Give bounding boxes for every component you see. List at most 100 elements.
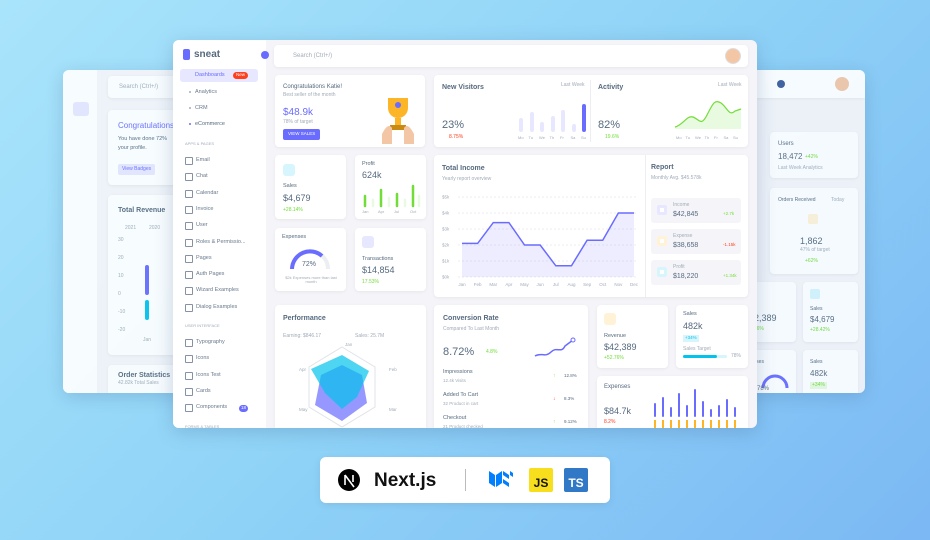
back-congrats-text2: your profile. bbox=[118, 145, 147, 151]
nav-subitem[interactable]: Analytics bbox=[195, 89, 218, 95]
visitor-bar bbox=[519, 118, 523, 132]
visitor-bar bbox=[540, 122, 544, 132]
y-tick-label: $2k bbox=[442, 243, 450, 248]
back-users-note: Last Week Analytics bbox=[778, 165, 823, 171]
nav-item[interactable]: Pages bbox=[196, 254, 212, 261]
nav-subitem[interactable]: CRM bbox=[195, 105, 208, 111]
nav-item[interactable]: Roles & Permissio... bbox=[196, 238, 246, 245]
report-icon bbox=[657, 267, 667, 277]
nav-item[interactable]: Dashboards bbox=[195, 72, 225, 78]
activity-change: 19.6% bbox=[605, 134, 620, 140]
back-orders-title: Order Statistics bbox=[118, 372, 171, 379]
nav-icon bbox=[185, 371, 193, 380]
congrats-note: 78% of target bbox=[283, 119, 313, 125]
back-orders-note: 47% of target bbox=[800, 247, 830, 253]
nav-item[interactable]: Email bbox=[196, 157, 210, 163]
sales-target-label: Sales Target bbox=[683, 346, 711, 352]
x-tick-label: Dec bbox=[630, 282, 639, 287]
orders-icon bbox=[808, 214, 818, 224]
nav-item[interactable]: Icons bbox=[196, 355, 210, 362]
back-tick-label: 30 bbox=[118, 237, 124, 243]
report-change: -1.15k bbox=[723, 242, 736, 247]
back-badges-button[interactable]: View Badges bbox=[118, 164, 156, 175]
nav-icon bbox=[185, 355, 193, 364]
nextjs-label: Next.js bbox=[374, 470, 437, 491]
performance-title: Performance bbox=[283, 315, 326, 322]
x-tick-label: Mar bbox=[489, 282, 497, 287]
expenses-note: $2k Expenses more than last month bbox=[285, 275, 337, 284]
avatar bbox=[835, 77, 849, 91]
back-legend: 2020 bbox=[149, 225, 161, 231]
new-badge: New bbox=[233, 72, 249, 79]
nav-item[interactable]: User bbox=[196, 222, 208, 229]
avatar[interactable] bbox=[725, 48, 741, 64]
nav-item[interactable]: Chat bbox=[196, 173, 208, 180]
expenses-card-change: 8.2% bbox=[604, 419, 616, 425]
nav-dot bbox=[189, 91, 191, 93]
conversion-note: 21 Product checked bbox=[443, 424, 483, 428]
y-tick-label: $4k bbox=[442, 211, 450, 216]
revenue-icon bbox=[604, 313, 616, 325]
day-label: We bbox=[695, 135, 701, 140]
nav-subitem[interactable]: eCommerce bbox=[195, 121, 225, 127]
trophy-illustration bbox=[382, 98, 414, 144]
visitor-bar bbox=[561, 110, 565, 132]
nav-item[interactable]: Auth Pages bbox=[196, 271, 225, 278]
sidebar bbox=[173, 40, 266, 428]
brand-logo bbox=[183, 49, 190, 60]
view-sales-button[interactable]: VIEW SALES bbox=[283, 129, 321, 140]
brand-name: sneat bbox=[194, 49, 221, 60]
expenses-card-title: Expenses bbox=[604, 384, 631, 390]
back-orders-card bbox=[770, 188, 858, 274]
congrats-subtitle: Best seller of the month bbox=[283, 92, 336, 98]
search[interactable]: Search (Ctrl+/) bbox=[293, 53, 333, 59]
conversion-note: 32 Product in cart bbox=[443, 401, 479, 406]
visitors-period: Last Week bbox=[561, 82, 585, 88]
nav-item[interactable]: Wizard Examples bbox=[196, 287, 239, 294]
day-label: Su bbox=[581, 135, 586, 140]
visitor-bar bbox=[582, 104, 586, 132]
expenses-value: 72% bbox=[302, 261, 317, 268]
back-sidebar bbox=[63, 70, 97, 393]
nav-badge: 18 bbox=[239, 405, 249, 412]
conversion-note: 12.4k Visits bbox=[443, 378, 466, 383]
day-label: Fr bbox=[560, 135, 564, 140]
nav-item[interactable]: Typography bbox=[196, 339, 225, 345]
income-title: Total Income bbox=[442, 165, 485, 172]
progress-track bbox=[683, 355, 727, 358]
report-name: Income bbox=[673, 202, 690, 208]
y-tick-label: $5k bbox=[442, 195, 450, 200]
collapse-toggle[interactable] bbox=[261, 51, 269, 59]
transactions-change: 17.53% bbox=[362, 279, 379, 285]
back-orders-value: 1,862 bbox=[800, 236, 823, 246]
back-tick-label: 0 bbox=[118, 291, 121, 297]
activity-value: 82% bbox=[598, 119, 621, 131]
day-label: Th bbox=[704, 135, 710, 140]
nav-item[interactable]: Icons Test bbox=[196, 371, 221, 378]
visitor-bar bbox=[529, 112, 534, 132]
sales-target-value: 482k bbox=[683, 321, 703, 331]
report-name: Expense bbox=[673, 233, 693, 239]
nav-item[interactable]: Dialog Examples bbox=[196, 303, 238, 310]
month-label: Oct bbox=[410, 209, 417, 214]
back-tick-label: -20 bbox=[118, 327, 126, 333]
back-users-card bbox=[770, 132, 858, 178]
y-tick-label: $0k bbox=[442, 275, 450, 280]
nav-item[interactable]: Cards bbox=[196, 387, 211, 394]
progress-fill bbox=[683, 355, 718, 358]
month-label: Apr bbox=[378, 209, 385, 214]
report-icon bbox=[657, 205, 667, 215]
back-sales-title: Sales bbox=[810, 306, 823, 312]
report-name: Profit bbox=[673, 264, 685, 270]
conversion-item: Checkout bbox=[443, 415, 467, 421]
day-label: Tu bbox=[528, 135, 534, 140]
nav-item[interactable]: Components bbox=[196, 404, 228, 411]
radar-chart bbox=[308, 346, 376, 428]
back-orders-title: Orders Received bbox=[778, 197, 816, 203]
back-sales-change: +28.42% bbox=[810, 327, 830, 333]
sales-icon bbox=[283, 164, 295, 176]
nav-item[interactable]: Invoice bbox=[196, 205, 214, 212]
back-tick-label: 20 bbox=[118, 255, 124, 261]
nav-item[interactable]: Calendar bbox=[196, 189, 219, 196]
report-icon bbox=[657, 236, 667, 246]
